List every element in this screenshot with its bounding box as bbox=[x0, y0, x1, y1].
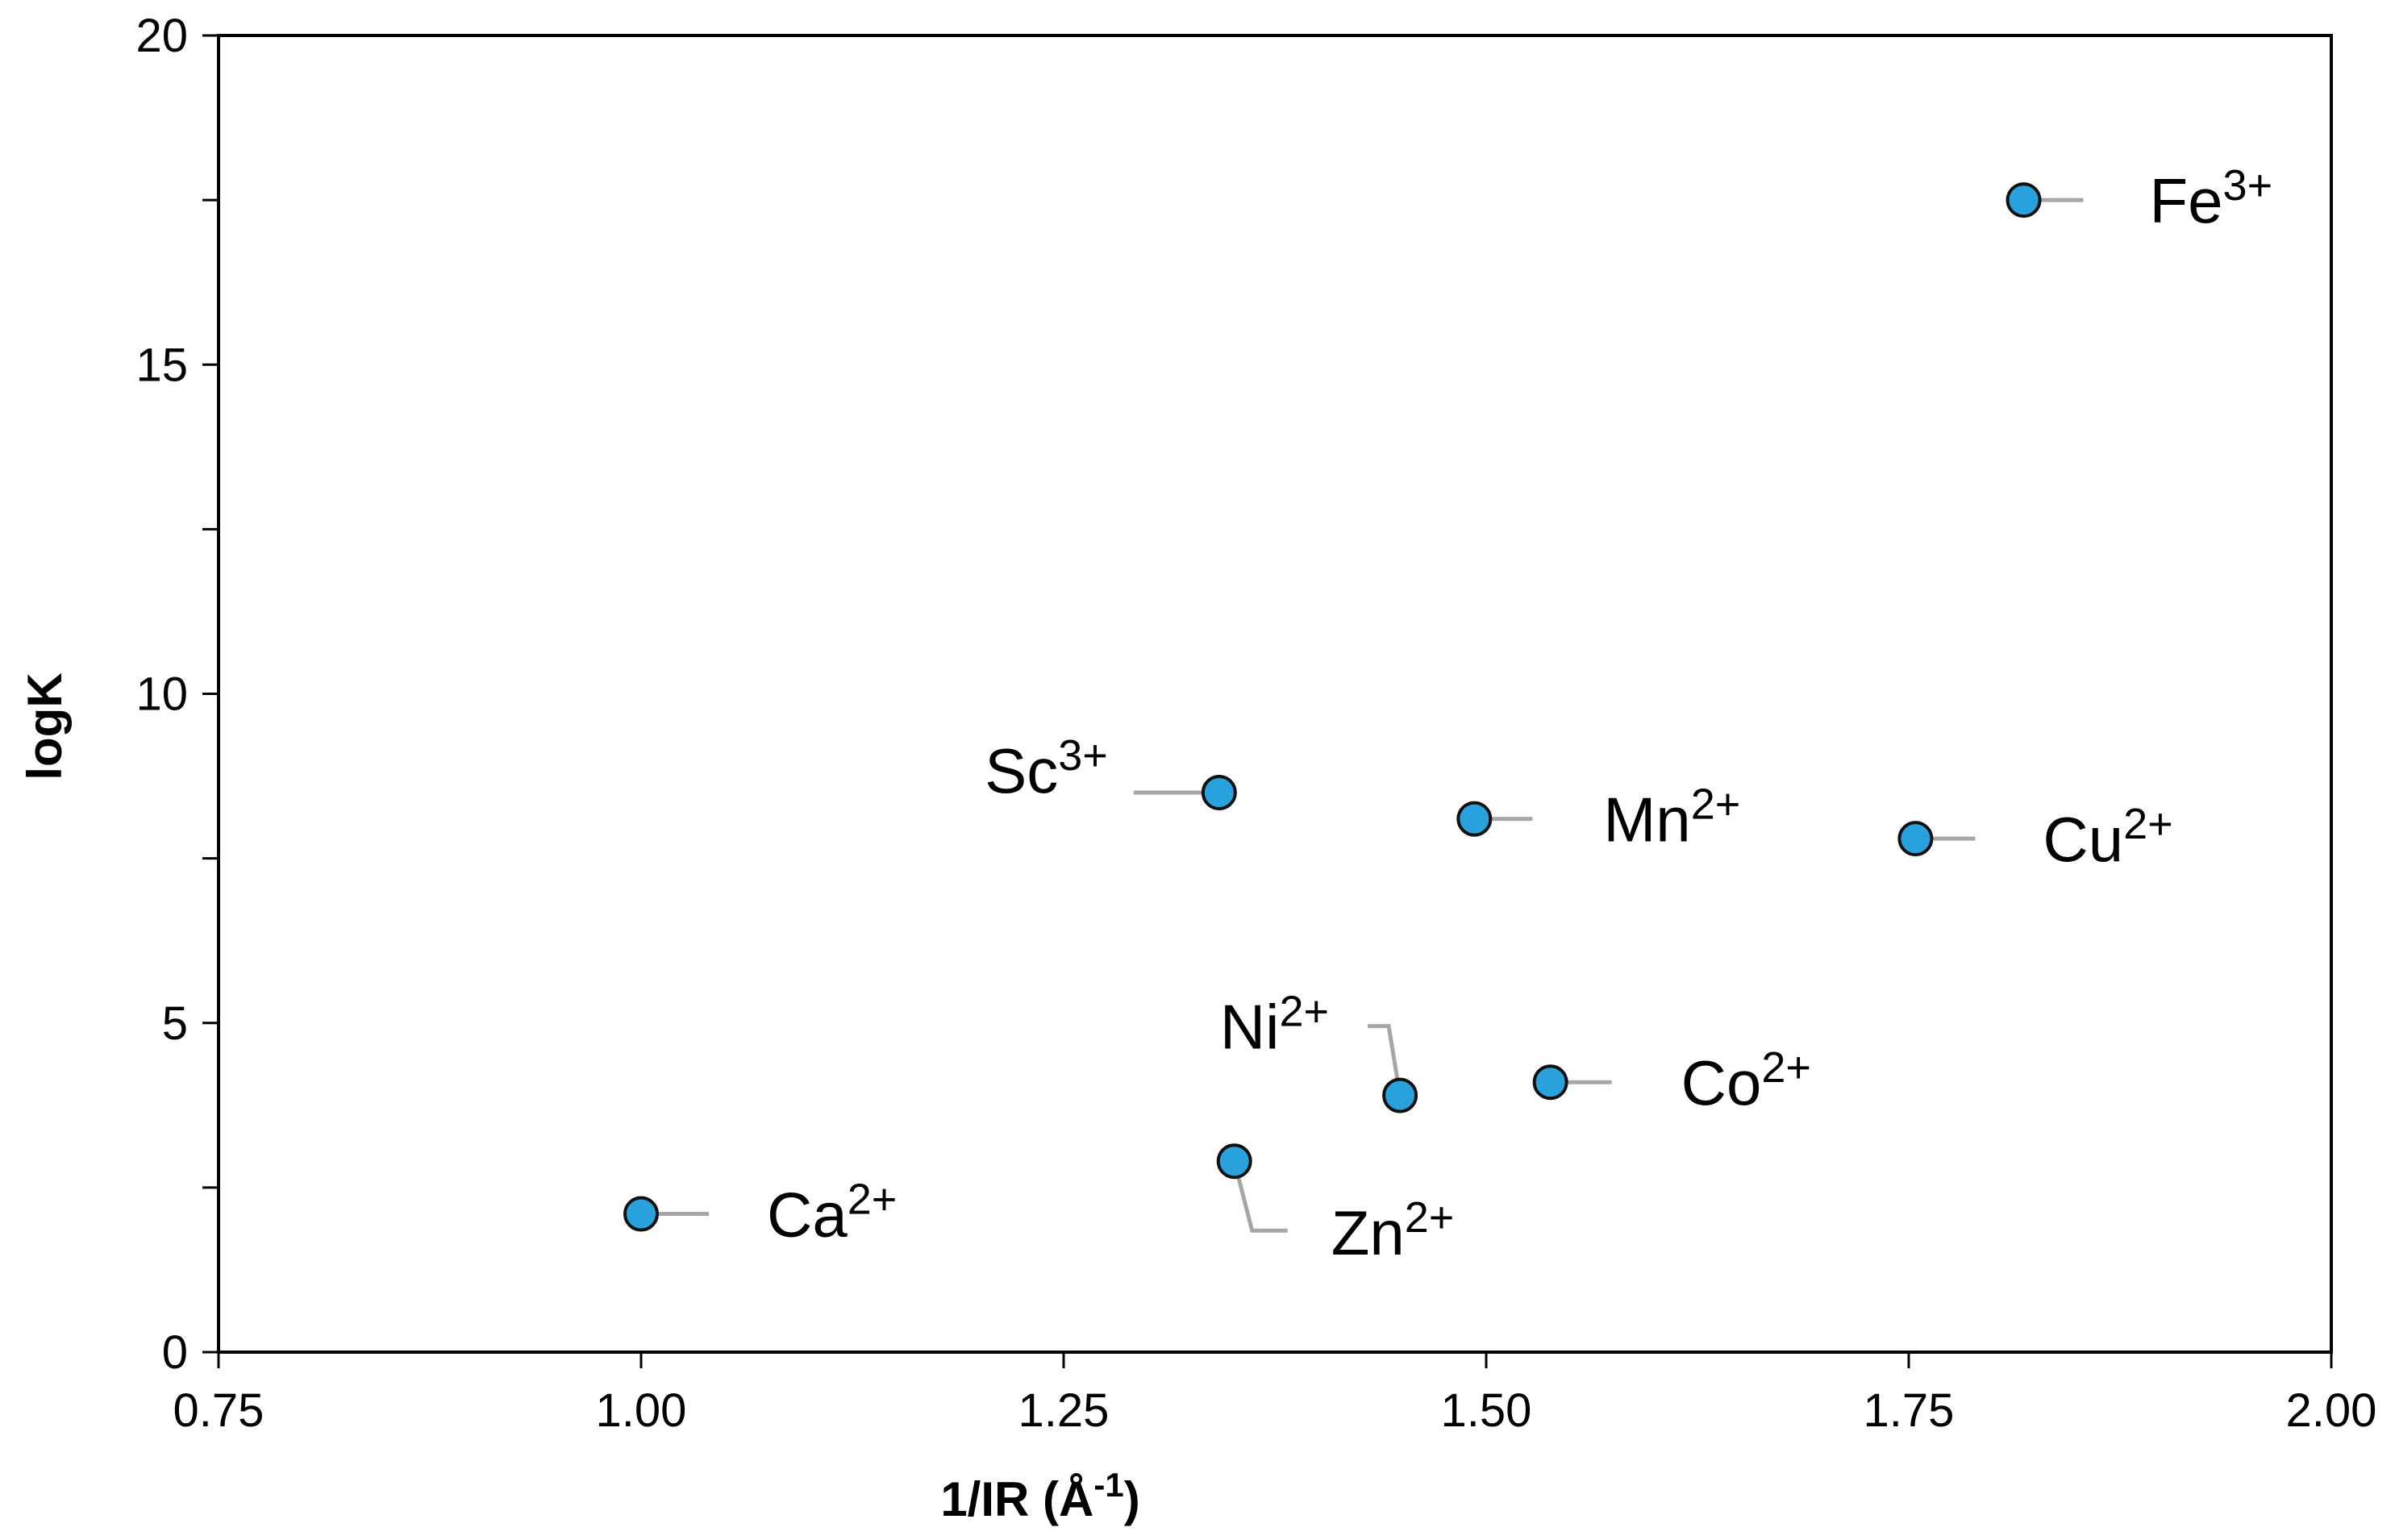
point-label-co: Co2+ bbox=[1681, 1043, 1811, 1118]
point-label-ion: Co bbox=[1681, 1047, 1762, 1118]
point-label-ion: Cu bbox=[2043, 804, 2123, 875]
point-label-ca: Ca2+ bbox=[767, 1176, 897, 1251]
point-label-ion: Zn bbox=[1331, 1197, 1405, 1268]
x-axis-title-base: 1/IR (Å bbox=[940, 1472, 1093, 1526]
point-label-mn: Mn2+ bbox=[1603, 780, 1740, 855]
x-tick-label: 1.25 bbox=[1018, 1384, 1110, 1437]
leader-line-zn bbox=[1232, 1160, 1288, 1233]
y-axis-title: logK bbox=[18, 672, 72, 780]
x-axis-title-tail: ) bbox=[1124, 1472, 1140, 1526]
x-axis-title: 1/IR (Å-1) bbox=[940, 1466, 1139, 1526]
data-point-fe bbox=[2006, 182, 2042, 219]
data-point-co bbox=[1532, 1064, 1568, 1101]
data-point-cu bbox=[1897, 821, 1934, 857]
data-points bbox=[623, 182, 2042, 1232]
point-label-ion: Sc bbox=[985, 735, 1058, 806]
point-label-ion: Fe bbox=[2150, 165, 2223, 236]
y-tick-label: 10 bbox=[135, 668, 188, 721]
y-tick-label: 20 bbox=[135, 10, 188, 62]
point-label-charge: 3+ bbox=[2223, 161, 2273, 210]
plot-frame bbox=[217, 34, 2333, 1354]
x-tick-label: 2.00 bbox=[2286, 1384, 2377, 1437]
point-label-cu: Cu2+ bbox=[2043, 800, 2172, 875]
y-tick-label: 5 bbox=[162, 997, 188, 1050]
y-tick-label: 0 bbox=[162, 1326, 188, 1379]
x-axis-title-exponent: -1 bbox=[1093, 1466, 1123, 1504]
point-label-charge: 3+ bbox=[1058, 731, 1108, 780]
x-tick-label: 1.50 bbox=[1441, 1384, 1532, 1437]
point-labels: Fe3+Sc3+Mn2+ Cu2+Co2+Ni2+Zn2+Ca2+ bbox=[767, 161, 2272, 1268]
data-point-ca bbox=[623, 1196, 659, 1232]
point-label-ion: Ni bbox=[1220, 992, 1280, 1063]
x-tick-label: 0.75 bbox=[173, 1384, 264, 1437]
point-label-charge: 2+ bbox=[1280, 988, 1330, 1036]
x-tick-label: 1.00 bbox=[596, 1384, 687, 1437]
data-point-zn bbox=[1216, 1143, 1252, 1180]
point-label-charge: 2+ bbox=[2123, 800, 2173, 848]
axes: 0 5 10 15 20 0.75 1.00 1.25 1.50 1.75 2.00 bbox=[135, 10, 2376, 1437]
point-label-zn: Zn2+ bbox=[1331, 1193, 1455, 1268]
data-point-sc bbox=[1201, 774, 1237, 810]
leader-lines bbox=[641, 198, 2084, 1233]
point-label-sc: Sc3+ bbox=[985, 731, 1108, 806]
point-label-ni: Ni2+ bbox=[1220, 988, 1329, 1063]
point-label-ion: Mn bbox=[1603, 785, 1690, 855]
data-point-ni bbox=[1382, 1077, 1418, 1113]
data-point-mn bbox=[1456, 801, 1493, 837]
point-label-charge: 2+ bbox=[1691, 780, 1741, 829]
y-tick-label: 15 bbox=[135, 339, 188, 391]
leader-line-ni bbox=[1368, 1024, 1402, 1096]
point-label-charge: 2+ bbox=[848, 1176, 898, 1224]
point-label-charge: 2+ bbox=[1405, 1193, 1455, 1242]
x-tick-label: 1.75 bbox=[1864, 1384, 1955, 1437]
point-label-charge: 2+ bbox=[1761, 1043, 1811, 1092]
point-label-ion: Ca bbox=[767, 1180, 848, 1251]
point-label-fe: Fe3+ bbox=[2150, 161, 2273, 236]
